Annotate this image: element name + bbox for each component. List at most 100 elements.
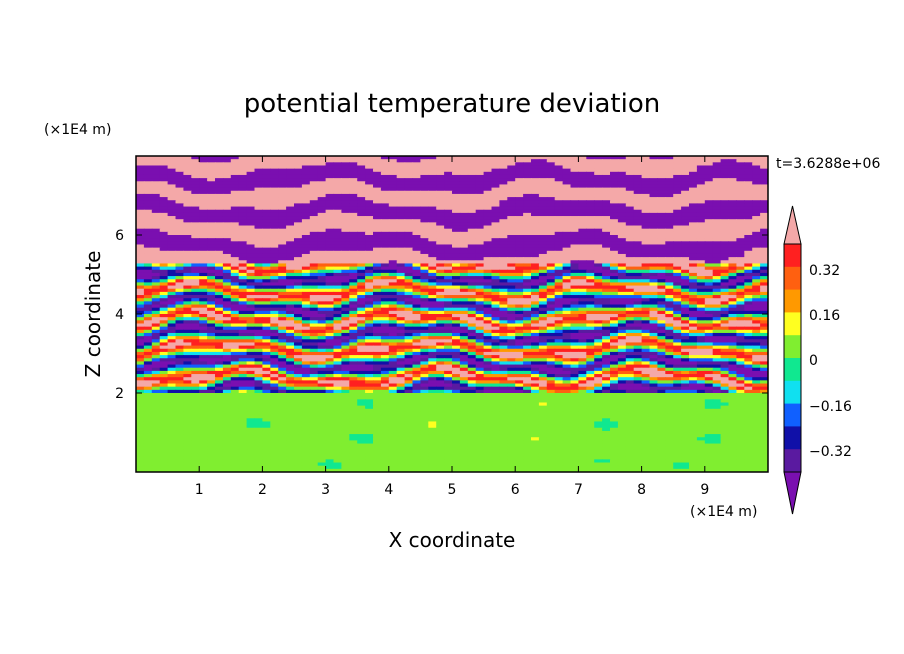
contour-cell — [467, 219, 477, 223]
contour-cell — [207, 257, 216, 261]
contour-cell — [467, 253, 477, 258]
contour-cell — [610, 301, 619, 306]
contour-cell — [222, 174, 232, 179]
contour-cell — [436, 228, 445, 233]
contour-cell — [380, 225, 390, 230]
contour-cell — [681, 269, 690, 274]
contour-cell — [452, 222, 461, 227]
contour-cell — [309, 263, 319, 268]
contour-cell — [641, 222, 651, 227]
contour-cell — [554, 165, 564, 170]
contour-cell — [586, 200, 595, 204]
contour-cell — [752, 272, 761, 277]
contour-cell — [728, 253, 737, 258]
contour-cell — [143, 326, 153, 331]
contour-cell — [215, 178, 224, 182]
contour-cell — [175, 156, 184, 160]
contour-cell — [230, 282, 240, 287]
contour-cell — [396, 329, 406, 334]
contour-cell — [467, 206, 477, 211]
contour-cell — [610, 156, 619, 160]
contour-cell — [625, 288, 635, 293]
contour-cell — [531, 307, 540, 312]
contour-cell — [325, 203, 335, 208]
contour-cell — [720, 178, 730, 182]
contour-cell — [475, 314, 485, 318]
contour-cell — [641, 238, 651, 242]
contour-cell — [625, 304, 635, 309]
contour-plot-area — [136, 156, 768, 472]
contour-cell — [657, 348, 666, 353]
contour-cell — [625, 323, 635, 328]
contour-cell — [594, 162, 603, 167]
contour-cell — [230, 197, 240, 201]
contour-cell — [412, 181, 421, 186]
contour-cell — [294, 288, 303, 293]
contour-cell — [744, 231, 753, 236]
contour-cell — [586, 348, 595, 353]
contour-cell — [159, 190, 169, 195]
contour-cell — [222, 285, 232, 290]
contour-cell — [286, 231, 295, 236]
contour-cell — [341, 200, 350, 204]
contour-cell — [412, 241, 421, 246]
contour-cell — [199, 190, 208, 195]
contour-cell — [633, 329, 643, 334]
contour-cell — [428, 216, 437, 220]
contour-cell — [531, 326, 540, 331]
contour-cell — [230, 241, 240, 246]
contour-cell — [333, 250, 342, 255]
contour-cell — [183, 250, 192, 255]
contour-cell — [736, 298, 745, 302]
contour-cell — [562, 228, 572, 233]
contour-cell — [136, 156, 145, 160]
contour-cell — [317, 348, 327, 353]
contour-cell — [633, 257, 643, 261]
contour-cell — [491, 184, 500, 189]
contour-cell — [167, 317, 177, 321]
contour-cell — [309, 209, 319, 214]
contour-cell — [475, 203, 485, 208]
contour-cell — [396, 212, 406, 217]
contour-cell — [436, 320, 445, 325]
contour-cell — [380, 263, 390, 268]
contour-cell — [325, 285, 335, 290]
contour-cell — [602, 285, 611, 290]
contour-cell — [373, 231, 382, 236]
contour-cell — [467, 291, 477, 296]
contour-cell — [262, 178, 271, 182]
contour-cell — [696, 159, 706, 163]
contour-cell — [712, 181, 722, 186]
contour-cell — [207, 197, 216, 201]
contour-cell — [412, 282, 421, 287]
contour-cell — [760, 156, 768, 160]
contour-cell — [712, 235, 722, 239]
contour-cell — [254, 212, 263, 217]
contour-cell — [230, 304, 240, 309]
contour-cell — [412, 184, 421, 189]
contour-cell — [325, 228, 335, 233]
contour-cell — [151, 178, 161, 182]
contour-cell — [760, 269, 768, 274]
contour-cell — [215, 301, 224, 306]
contour-cell — [610, 162, 619, 167]
contour-cell — [183, 247, 192, 252]
contour-cell — [752, 162, 761, 167]
contour-cell — [515, 253, 524, 258]
contour-cell — [689, 317, 698, 321]
contour-cell — [230, 222, 240, 227]
contour-cell — [333, 162, 342, 167]
contour-cell — [222, 342, 232, 347]
contour-cell — [294, 184, 303, 189]
contour-cell — [207, 323, 216, 328]
contour-cell — [475, 222, 485, 227]
contour-cell — [349, 174, 358, 179]
contour-cell — [752, 206, 761, 211]
contour-cell — [396, 332, 406, 337]
contour-cell — [459, 282, 469, 287]
contour-cell — [357, 197, 366, 201]
contour-cell — [388, 238, 398, 242]
contour-cell — [641, 345, 651, 350]
contour-cell — [207, 181, 216, 186]
contour-cell — [388, 162, 398, 167]
